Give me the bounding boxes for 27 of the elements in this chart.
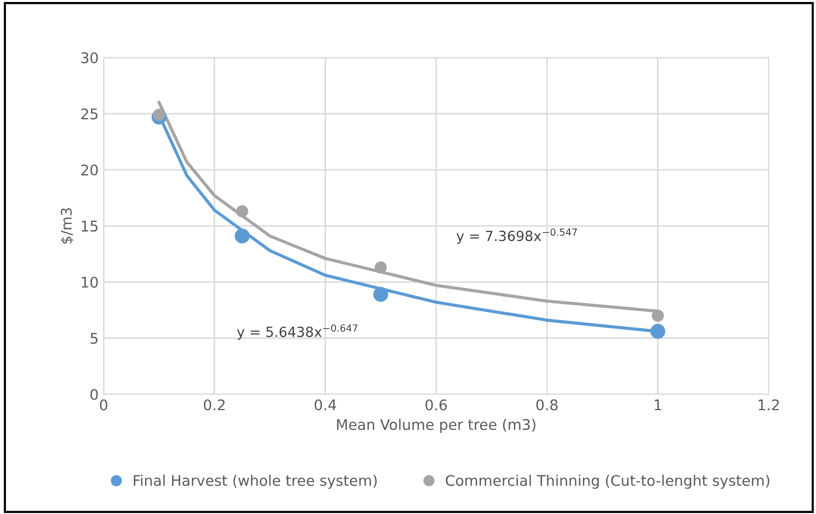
annotation: y = 7.3698x$^{−0.547}$ (456, 228, 577, 244)
x-tick-label: 0 (100, 399, 108, 410)
legend-label: Final Harvest (whole tree system) (134, 474, 377, 489)
y-tick-label: 30 (81, 52, 98, 64)
x-tick-label: 1.2 (758, 399, 779, 410)
y-axis-title: $/m3 (60, 208, 74, 244)
y-tick-label: 10 (82, 276, 98, 288)
point (374, 261, 387, 274)
x-tick-label: 0.4 (314, 399, 336, 410)
point (650, 324, 666, 339)
point (234, 228, 250, 244)
point (152, 108, 166, 121)
point (373, 286, 388, 302)
point (652, 310, 664, 322)
y-tick-label: 20 (81, 164, 98, 176)
x-axis-title: Mean Volume per tree (m3) (337, 418, 536, 433)
x-tick-label: 0.8 (536, 399, 558, 410)
x-tick-label: 0.2 (204, 399, 225, 410)
y-tick-label: 5 (90, 333, 98, 344)
annotation: y = 5.6438x$^{−0.647}$ (237, 324, 358, 340)
y-tick-label: 15 (82, 220, 98, 232)
legend-label: Commercial Thinning (Cut-to-lenght system) (446, 474, 770, 489)
x-tick-label: 1 (654, 400, 662, 410)
y-tick-label: 0 (90, 388, 98, 400)
point (236, 205, 248, 218)
x-tick-label: 0.6 (426, 399, 447, 410)
y-tick-label: 25 (81, 108, 98, 120)
